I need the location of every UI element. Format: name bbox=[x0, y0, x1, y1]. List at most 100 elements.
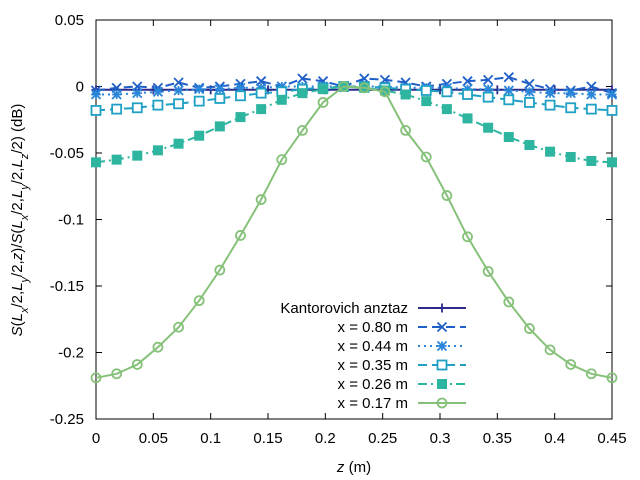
legend-label: x = 0.35 m bbox=[338, 357, 408, 374]
data-point bbox=[482, 91, 494, 103]
data-point bbox=[565, 102, 577, 114]
x-tick-label: 0.3 bbox=[430, 430, 451, 447]
series-line bbox=[95, 76, 613, 95]
data-point bbox=[607, 157, 617, 168]
legend-marker bbox=[436, 397, 448, 409]
data-point bbox=[462, 231, 473, 243]
y-tick-label: -0.15 bbox=[50, 278, 84, 295]
data-point bbox=[421, 96, 432, 107]
data-point bbox=[256, 104, 267, 115]
data-point bbox=[131, 102, 143, 114]
x-tick-label: 0.45 bbox=[597, 430, 626, 447]
data-point bbox=[441, 86, 453, 98]
data-point bbox=[91, 157, 101, 168]
data-point bbox=[194, 84, 205, 95]
data-point bbox=[193, 295, 205, 307]
data-point bbox=[400, 89, 411, 100]
data-point bbox=[545, 146, 556, 157]
legend-label: x = 0.80 m bbox=[338, 319, 408, 336]
data-point bbox=[544, 344, 556, 356]
legend-marker bbox=[436, 359, 448, 371]
data-point bbox=[585, 103, 597, 115]
data-point bbox=[492, 85, 502, 95]
data-point bbox=[565, 359, 577, 370]
data-point bbox=[297, 88, 308, 99]
legend: Kantorovich anztaz x = 0.80 m x = 0.44 m x … bbox=[280, 300, 466, 412]
data-point bbox=[586, 155, 597, 166]
legend-entry: Kantorovich anztaz bbox=[280, 300, 466, 317]
legend-label: x = 0.17 m bbox=[338, 395, 408, 412]
legend-entry: x = 0.44 m bbox=[338, 338, 466, 355]
x-tick-label: 0.4 bbox=[544, 430, 565, 447]
series-5 bbox=[90, 81, 618, 384]
data-point bbox=[503, 132, 514, 143]
data-point bbox=[111, 89, 122, 100]
data-point bbox=[462, 89, 473, 100]
legend-marker bbox=[437, 303, 447, 313]
data-point bbox=[441, 190, 453, 201]
data-point bbox=[173, 77, 184, 88]
x-tick-label: 0.2 bbox=[315, 430, 336, 447]
legend-label: x = 0.44 m bbox=[338, 338, 408, 355]
data-point bbox=[503, 72, 514, 83]
data-point bbox=[131, 359, 143, 370]
y-tick-label: 0.05 bbox=[55, 12, 84, 29]
data-point bbox=[462, 113, 473, 124]
data-point bbox=[90, 372, 102, 384]
data-point bbox=[193, 95, 205, 107]
x-axis-ticks: 0 0.05 0.1 0.15 0.2 0.25 0.3 0.35 0.4 0.45 bbox=[92, 20, 627, 447]
y-tick-label: -0.2 bbox=[58, 345, 84, 362]
data-point bbox=[235, 230, 246, 241]
data-point bbox=[90, 105, 102, 116]
legend-marker bbox=[436, 321, 448, 333]
data-point bbox=[297, 73, 308, 84]
legend-label: Kantorovich anztaz bbox=[280, 300, 408, 317]
data-point bbox=[173, 321, 184, 333]
data-point bbox=[152, 341, 164, 353]
series-layer bbox=[90, 72, 618, 384]
x-tick-label: 0.05 bbox=[139, 430, 168, 447]
data-point bbox=[173, 85, 184, 96]
data-point bbox=[338, 81, 350, 92]
data-point bbox=[111, 103, 123, 115]
y-axis-label: S(Lx/2,Ly/2,z)/S(Lx/2,Ly/2,Lz/2) (dB) bbox=[9, 104, 31, 337]
data-point bbox=[524, 97, 535, 108]
data-point bbox=[400, 124, 412, 136]
data-point bbox=[235, 90, 246, 102]
x-tick-label: 0.35 bbox=[483, 430, 512, 447]
y-tick-label: 0 bbox=[76, 79, 84, 96]
legend-entry: x = 0.80 m bbox=[338, 319, 466, 336]
data-point bbox=[317, 97, 329, 108]
series-4 bbox=[91, 81, 617, 168]
data-point bbox=[255, 194, 267, 205]
svg-text:S(Lx/2,Ly/2,z)/S(Lx/2,Ly/2,Lz/: S(Lx/2,Ly/2,z)/S(Lx/2,Ly/2,Lz/2) (dB) bbox=[9, 104, 31, 337]
data-point bbox=[379, 86, 391, 98]
y-tick-label: -0.05 bbox=[50, 145, 84, 162]
data-point bbox=[152, 99, 164, 111]
x-tick-label: 0 bbox=[92, 430, 100, 447]
data-point bbox=[441, 104, 452, 115]
data-point bbox=[132, 88, 143, 99]
y-tick-label: -0.25 bbox=[50, 411, 84, 428]
x-tick-label: 0.25 bbox=[368, 430, 397, 447]
legend-marker bbox=[437, 379, 447, 389]
data-point bbox=[214, 84, 225, 95]
x-tick-label: 0.15 bbox=[253, 430, 282, 447]
data-point bbox=[586, 81, 597, 92]
legend-entry: x = 0.35 m bbox=[338, 357, 466, 374]
x-tick-label: 0.1 bbox=[200, 430, 221, 447]
data-point bbox=[420, 151, 432, 163]
data-point bbox=[111, 154, 122, 165]
data-point bbox=[111, 368, 123, 380]
x-axis-label: z (m) bbox=[336, 459, 371, 476]
data-point bbox=[503, 296, 515, 308]
data-point bbox=[483, 74, 494, 85]
data-point bbox=[90, 89, 102, 100]
data-point bbox=[173, 138, 184, 149]
data-point bbox=[483, 122, 494, 133]
series-line bbox=[95, 85, 613, 379]
data-point bbox=[214, 264, 226, 276]
data-point bbox=[586, 89, 597, 100]
legend-label: x = 0.26 m bbox=[338, 376, 408, 393]
